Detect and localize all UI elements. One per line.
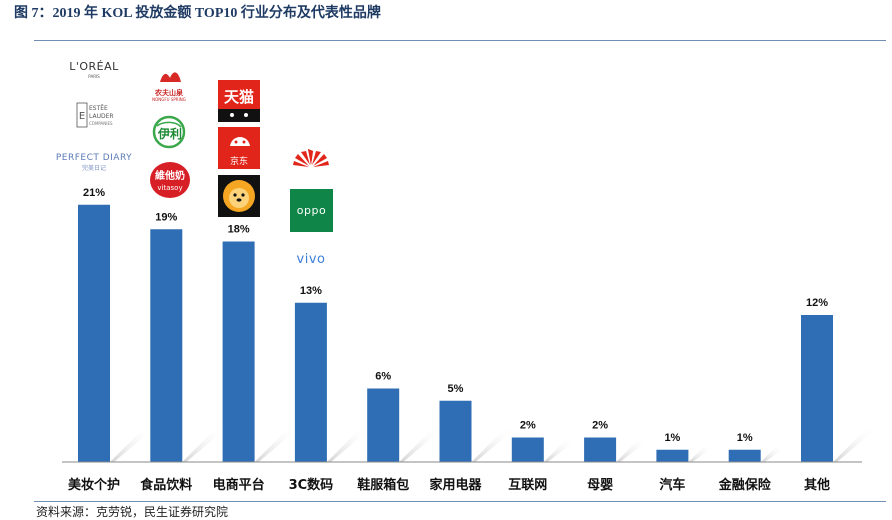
bar-shadow — [833, 428, 877, 462]
category-labels: 美妆个护 食品饮料 电商平台 3C数码 鞋服箱包 家用电器 互联网 母婴 汽车 金融保险 其他 — [68, 477, 830, 493]
value-label: 13% — [300, 285, 322, 297]
estee-lauder-logo: E ESTĒE LAUDER COMPANIES — [76, 102, 114, 128]
vitasoy-logo: 維他奶 vitasoy — [150, 162, 190, 198]
svg-text:oppo: oppo — [297, 204, 326, 217]
value-label: 2% — [592, 420, 608, 432]
perfect-diary-logo: PERFECT DIARY 完美日记 — [56, 153, 132, 172]
category-label: 金融保险 — [718, 477, 772, 493]
svg-text:vivo: vivo — [297, 252, 326, 267]
bar — [150, 229, 183, 462]
category-label: 美妆个护 — [68, 477, 120, 493]
category-label: 其他 — [804, 477, 830, 493]
value-label: 2% — [520, 420, 536, 432]
bar — [801, 315, 833, 462]
bar — [294, 302, 327, 462]
vivo-logo: vivo — [297, 252, 326, 267]
value-label: 5% — [448, 383, 464, 395]
bar — [222, 241, 255, 462]
svg-text:京东: 京东 — [230, 155, 248, 167]
yili-logo: 伊利 — [152, 115, 186, 149]
category-label: 食品饮料 — [140, 477, 192, 493]
bar — [367, 388, 400, 462]
bar — [511, 437, 544, 462]
huawei-logo — [293, 149, 329, 167]
category-label: 家用电器 — [429, 477, 482, 493]
bar-shadow — [326, 428, 371, 462]
category-label: 3C数码 — [289, 477, 334, 493]
loreal-logo: L'ORÉAL PARIS — [69, 60, 119, 79]
svg-text:PERFECT DIARY: PERFECT DIARY — [56, 153, 132, 163]
svg-text:維他奶: 維他奶 — [155, 169, 185, 182]
svg-text:ESTĒE: ESTĒE — [89, 105, 108, 112]
value-label: 12% — [806, 297, 828, 309]
bar — [439, 400, 472, 462]
category-label: 互联网 — [508, 478, 547, 493]
bar — [656, 449, 689, 462]
nongfu-spring-logo: 农夫山泉 NONGFU SPRING — [152, 72, 186, 102]
svg-text:天猫: 天猫 — [224, 88, 254, 106]
bar-shadow — [254, 428, 298, 462]
bar-shadow — [110, 428, 154, 462]
svg-text:E: E — [79, 111, 85, 122]
oppo-logo: oppo — [290, 189, 333, 232]
figure-title: 图 7：2019 年 KOL 投放金额 TOP10 行业分布及代表性品牌 — [14, 6, 381, 21]
svg-text:PARIS: PARIS — [88, 74, 100, 79]
svg-text:完美日记: 完美日记 — [82, 164, 106, 172]
bar — [78, 204, 110, 462]
source-note: 资料来源：克劳锐，民生证券研究院 — [36, 505, 229, 519]
value-label: 19% — [155, 211, 177, 223]
value-label: 18% — [228, 224, 250, 236]
bar-shadow — [543, 440, 576, 462]
bar-shadows — [110, 428, 877, 462]
category-label: 母婴 — [587, 477, 613, 493]
suning-logo — [218, 175, 260, 217]
bar-shadow — [616, 440, 648, 462]
bar-shadow — [182, 428, 226, 462]
bar — [584, 437, 617, 462]
svg-text:伊利: 伊利 — [157, 126, 182, 141]
svg-text:L'ORÉAL: L'ORÉAL — [69, 60, 119, 73]
value-label: 1% — [737, 432, 753, 444]
tmall-logo: 天猫 — [218, 80, 260, 122]
value-labels: 21% 19% 18% 13% 6% 5% 2% 2% 1% 1% 12% — [83, 187, 828, 444]
title-divider — [34, 40, 886, 41]
bar-shadow — [399, 428, 443, 462]
value-label: 21% — [83, 187, 105, 199]
bar-shadow — [760, 447, 786, 462]
category-label: 鞋服箱包 — [357, 477, 409, 493]
bars — [78, 204, 833, 462]
value-label: 6% — [375, 371, 391, 383]
category-label: 汽车 — [659, 477, 685, 493]
svg-text:农夫山泉: 农夫山泉 — [154, 88, 184, 97]
category-label: 电商平台 — [213, 477, 265, 493]
source-divider — [34, 501, 886, 502]
svg-text:vitasoy: vitasoy — [157, 184, 182, 192]
svg-text:COMPANIES: COMPANIES — [89, 121, 113, 126]
value-label: 1% — [664, 432, 680, 444]
jd-logo: 京东 — [218, 127, 260, 169]
bar-shadow — [688, 447, 714, 462]
svg-text:LAUDER: LAUDER — [89, 113, 114, 120]
bar — [728, 449, 761, 462]
bar-shadow — [471, 428, 515, 462]
svg-text:NONGFU SPRING: NONGFU SPRING — [152, 97, 186, 102]
